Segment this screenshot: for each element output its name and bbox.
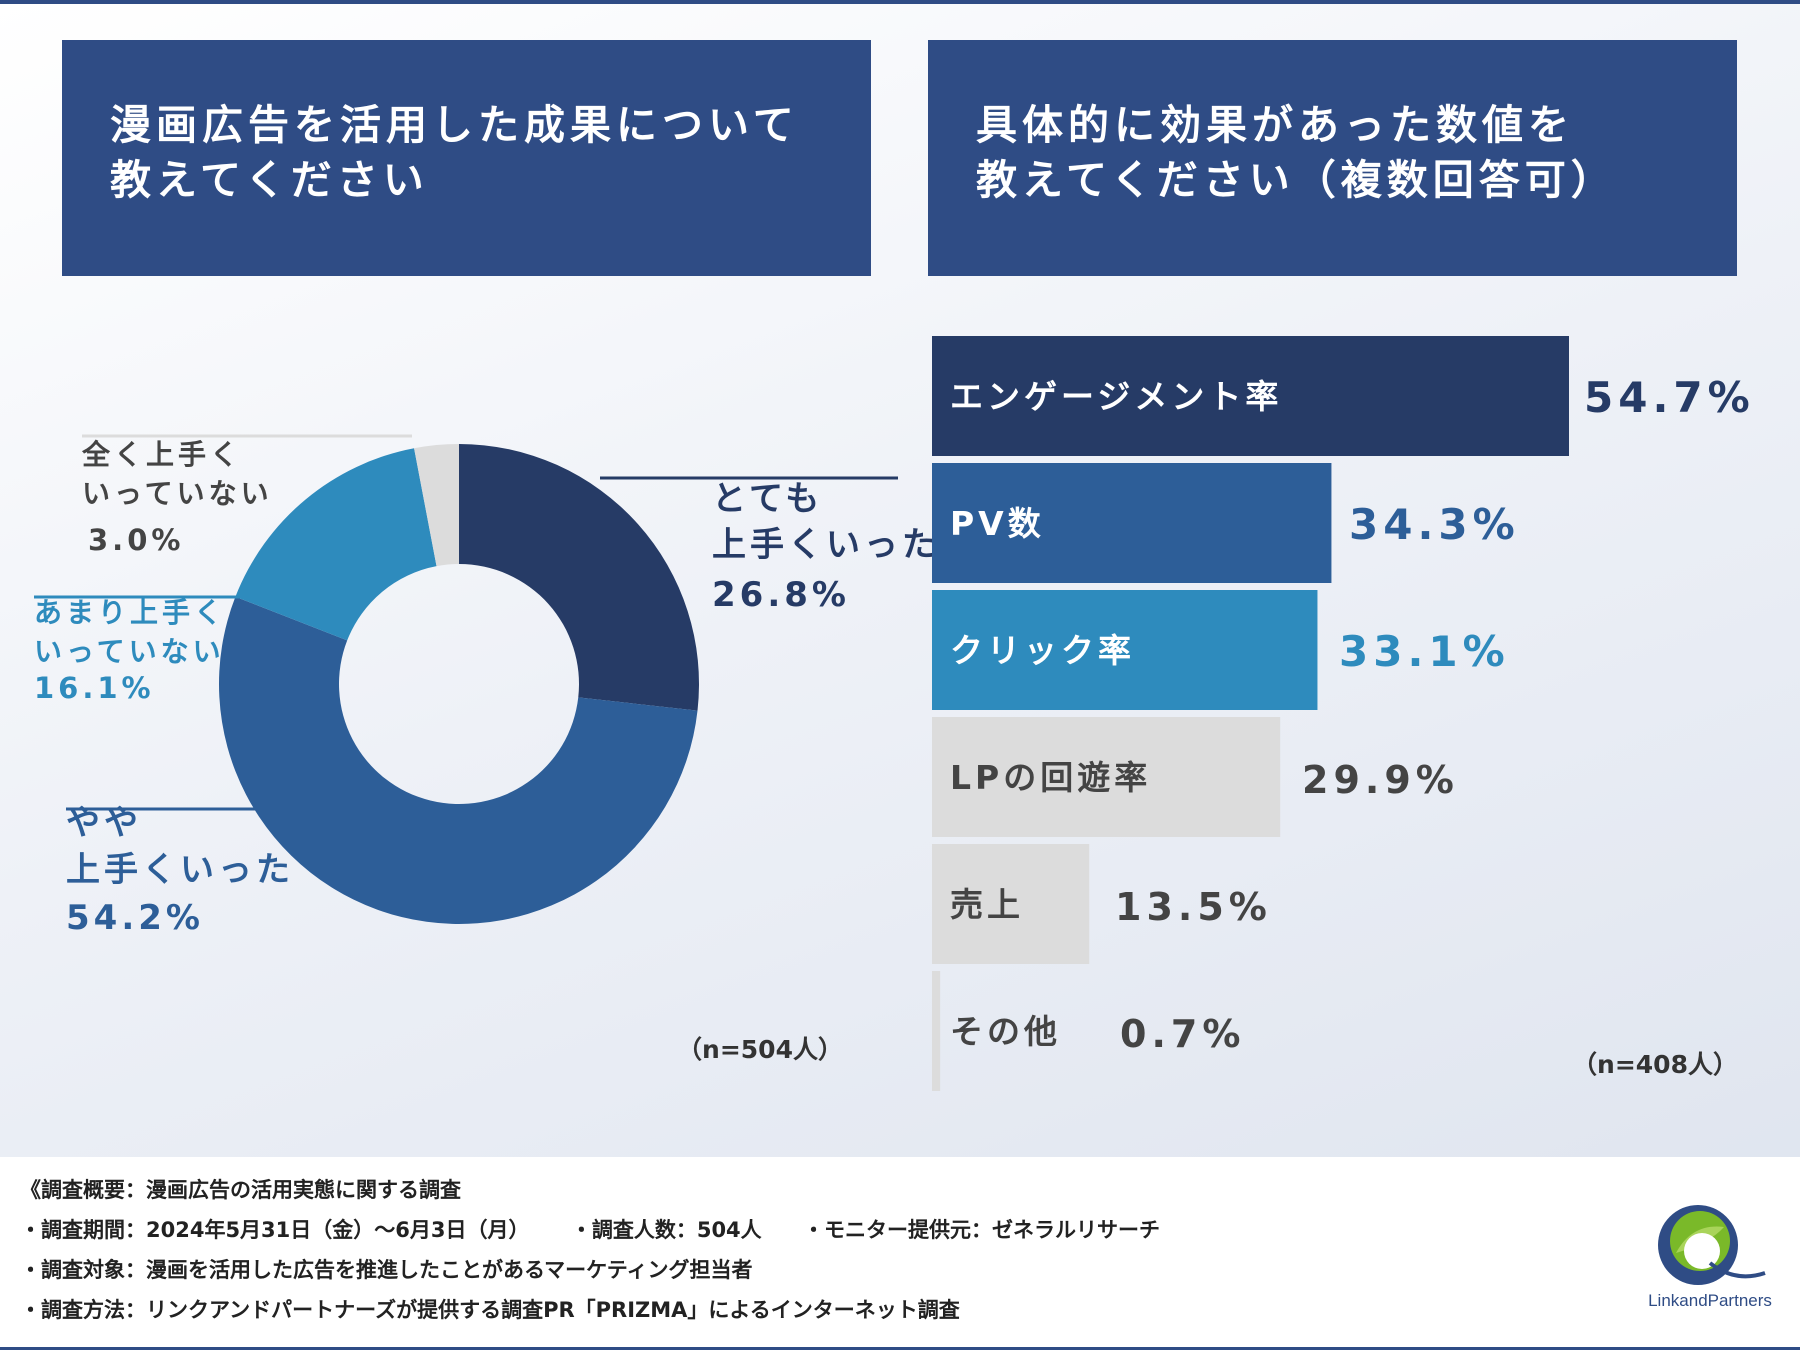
- charts-canvas: とても上手くいった26.8%やや上手くいった54.2%あまり上手くいっていない1…: [34, 336, 1755, 1091]
- logo-text: LinkandPartners: [1648, 1291, 1772, 1310]
- bar-value-4: 29.9%: [1302, 758, 1459, 802]
- bar-6: [932, 971, 941, 1091]
- donut-value-4: 3.0%: [88, 523, 184, 557]
- bar-label-2: PV数: [950, 504, 1045, 543]
- survey-footer: 《調査概要：漫画広告の活用実態に関する調査 ・調査期間：2024年5月31日（金…: [0, 1157, 1800, 1350]
- donut-value-1: 26.8%: [712, 575, 850, 615]
- right-question-line-2: 教えてください（複数回答可）: [976, 156, 1617, 204]
- donut-slice-3: [235, 448, 437, 641]
- donut-slice-2: [219, 596, 698, 924]
- bar-label-6: その他: [950, 1012, 1061, 1051]
- right-question-line-1: 具体的に効果があった数値を: [976, 101, 1574, 149]
- donut-value-2: 54.2%: [66, 898, 204, 938]
- donut-slice-4: [414, 444, 459, 567]
- bar-value-1: 54.7%: [1584, 373, 1755, 422]
- donut-label-3-line-2: いっていない: [34, 635, 225, 668]
- donut-label-2-line-1: やや: [66, 803, 142, 843]
- donut-label-4-line-1: 全く上手く: [81, 438, 242, 471]
- bar-value-6: 0.7%: [1120, 1012, 1245, 1056]
- logo-mark-icon: [1658, 1205, 1766, 1285]
- bar-label-1: エンゲージメント率: [950, 377, 1282, 416]
- bottom-border: [0, 1347, 1800, 1350]
- bar-sample-size: （n=408人）: [1572, 1050, 1738, 1079]
- survey-respondents: ・調査人数：504人: [570, 1218, 762, 1242]
- bar-3: [932, 590, 1318, 710]
- donut-label-1-line-1: とても: [712, 479, 823, 519]
- bar-4: [932, 717, 1281, 837]
- survey-overview: 《調査概要：漫画広告の活用実態に関する調査: [20, 1178, 461, 1202]
- donut-sample-size: （n=504人）: [677, 1035, 843, 1064]
- left-question-line-2: 教えてください: [110, 156, 429, 204]
- bar-label-5: 売上: [950, 885, 1024, 924]
- donut-slice-1: [459, 444, 699, 711]
- bar-5: [932, 844, 1090, 964]
- survey-method: ・調査方法：リンクアンドパートナーズが提供する調査PR「PRIZMA」によるイン…: [20, 1298, 960, 1322]
- donut-value-3: 16.1%: [34, 671, 155, 705]
- bar-label-3: クリック率: [950, 631, 1135, 670]
- donut-label-3-line-1: あまり上手く: [34, 596, 226, 629]
- bar-value-2: 34.3%: [1349, 500, 1520, 549]
- top-border: [0, 0, 1800, 4]
- survey-monitor: ・モニター提供元：ゼネラルリサーチ: [802, 1218, 1160, 1242]
- donut-label-2-line-2: 上手くいった: [66, 850, 294, 890]
- donut-label-4-line-2: いっていない: [82, 477, 273, 510]
- bar-value-3: 33.1%: [1339, 627, 1510, 676]
- bar-2: [932, 463, 1332, 583]
- company-logo: LinkandPartners: [1640, 1193, 1780, 1313]
- donut-label-1-line-2: 上手くいった: [712, 525, 940, 565]
- left-question-line-1: 漫画広告を活用した成果について: [110, 101, 799, 149]
- bar-1: [932, 336, 1569, 456]
- survey-meta-line: ・調査期間：2024年5月31日（金）〜6月3日（月） ・調査人数：504人 ・…: [20, 1214, 1194, 1244]
- survey-period: ・調査期間：2024年5月31日（金）〜6月3日（月）: [20, 1218, 530, 1242]
- survey-target: ・調査対象：漫画を活用した広告を推進したことがあるマーケティング担当者: [20, 1258, 753, 1282]
- bar-label-4: LPの回遊率: [950, 758, 1151, 797]
- right-question-panel: 具体的に効果があった数値を 教えてください（複数回答可）: [928, 40, 1737, 276]
- left-question-panel: 漫画広告を活用した成果について 教えてください: [62, 40, 871, 276]
- bar-value-5: 13.5%: [1115, 885, 1272, 929]
